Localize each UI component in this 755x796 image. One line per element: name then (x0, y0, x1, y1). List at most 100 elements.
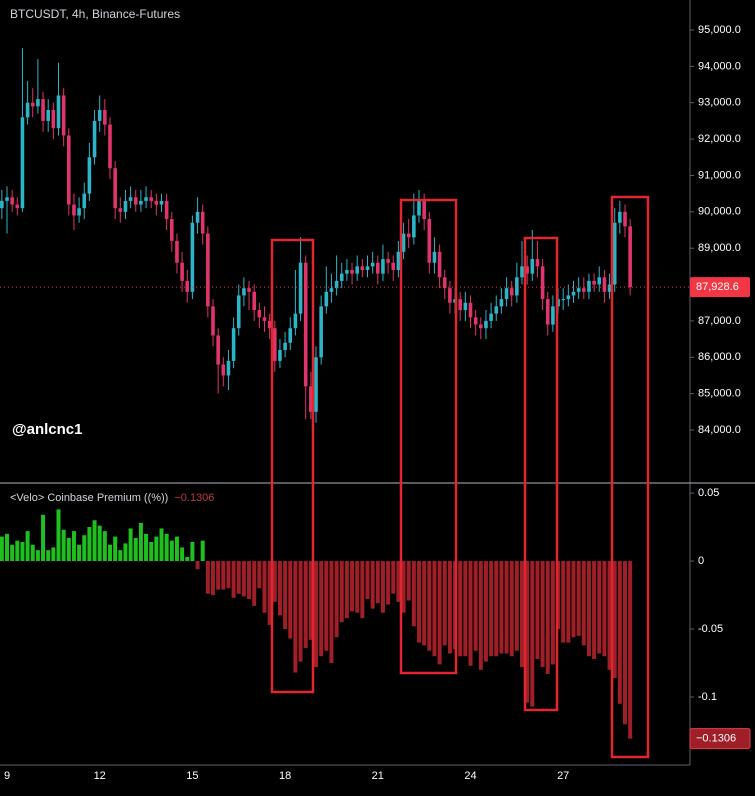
candle-body (365, 266, 370, 270)
premium-bar (277, 561, 282, 616)
candle-body (15, 204, 20, 209)
premium-bar (314, 561, 318, 668)
candle-body (252, 291, 256, 310)
indicator-title: <Velo> Coinbase Premium ((%)) (10, 492, 168, 504)
premium-bar (216, 561, 221, 590)
watermark: @anlcnc1 (12, 421, 83, 438)
premium-bar (133, 537, 138, 562)
candle-body (350, 270, 354, 274)
candle-body (10, 197, 14, 205)
premium-bar (200, 540, 205, 562)
premium-bar (205, 561, 210, 594)
premium-bar (478, 561, 483, 670)
highlight-box (399, 198, 458, 675)
premium-bar (241, 561, 246, 597)
candle-body (530, 259, 535, 274)
last-price-label: 87,928.6 (696, 281, 739, 293)
premium-bar (355, 561, 360, 613)
last-value-box (689, 728, 751, 750)
premium-bar (417, 561, 421, 643)
premium-bar (319, 561, 324, 657)
candle-body (195, 211, 200, 223)
premium-bar (468, 561, 473, 666)
candle-body (25, 102, 30, 118)
candle-body (236, 295, 241, 329)
highlight-box (610, 195, 650, 759)
candle-body (329, 288, 334, 292)
candle-body (185, 280, 190, 292)
premium-bar (66, 537, 71, 562)
premium-bar (190, 542, 195, 562)
y-tick-label: -0.05 (698, 623, 723, 635)
premium-bar (77, 544, 82, 562)
premium-bar (386, 561, 391, 605)
premium-bar (30, 544, 35, 562)
x-tick-label: 18 (279, 770, 291, 782)
candle-body (381, 259, 385, 274)
premium-bar (283, 561, 288, 630)
candle-body (298, 262, 303, 314)
premium-bar (334, 561, 339, 638)
premium-bar (566, 561, 571, 643)
premium-bar (597, 561, 602, 654)
premium-bar (123, 543, 128, 562)
candle-body (36, 99, 40, 107)
premium-bar (56, 509, 61, 562)
premium-bar (298, 561, 303, 662)
premium-bar (499, 561, 504, 654)
y-tick-label: -0.1 (698, 691, 717, 703)
candle-body (139, 200, 143, 205)
premium-bar (169, 540, 174, 562)
candle-body (149, 197, 153, 201)
candle-body (571, 291, 576, 296)
premium-bar (561, 561, 566, 643)
premium-bar (586, 561, 591, 657)
candle-body (231, 328, 236, 361)
premium-bar (267, 561, 272, 625)
candle-body (417, 200, 421, 216)
candle-body (206, 233, 210, 307)
candle-body (339, 273, 344, 281)
candle-body (489, 313, 493, 321)
premium-bar (437, 561, 442, 665)
candle-body (288, 328, 293, 343)
premium-bar (185, 556, 190, 562)
premium-bar (35, 550, 40, 562)
candle-body (67, 135, 71, 205)
premium-bar (159, 528, 164, 562)
premium-bar (422, 561, 427, 646)
premium-bar (308, 561, 313, 640)
premium-bar (401, 561, 406, 613)
y-tick-label: 85,000.0 (698, 388, 741, 400)
candle-body (576, 288, 581, 292)
premium-bar (617, 561, 622, 704)
candle-body (51, 110, 56, 129)
premium-bar (623, 561, 627, 725)
candle-body (448, 288, 452, 303)
y-tick-label: 87,000.0 (698, 315, 741, 327)
candle-body (273, 328, 277, 361)
premium-bar (427, 561, 432, 651)
candle-body (376, 262, 380, 274)
candle-body (396, 251, 401, 270)
candle-body (190, 222, 195, 292)
premium-bar (535, 561, 540, 659)
premium-bar (25, 531, 30, 562)
candle-body (72, 204, 76, 216)
highlight-box (523, 236, 559, 712)
candle-body (525, 266, 529, 274)
y-tick-label: 91,000.0 (698, 169, 741, 181)
premium-bar (211, 561, 215, 596)
candle-body (303, 262, 308, 387)
premium-bar (303, 561, 308, 649)
candle-body (118, 208, 123, 212)
candle-body (412, 215, 416, 238)
candle-body (154, 200, 159, 205)
candle-body (427, 219, 432, 263)
candle-body (113, 168, 117, 209)
y-tick-label: 0 (698, 555, 704, 567)
candle-body (607, 284, 612, 292)
candle-body (20, 117, 25, 209)
candle-body (108, 124, 112, 169)
